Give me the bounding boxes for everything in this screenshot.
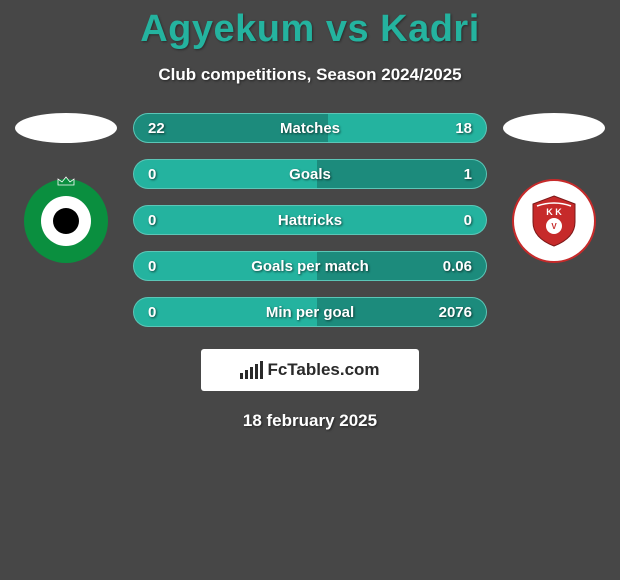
stat-left-value: 0 <box>148 304 156 321</box>
stat-row-matches: 22 Matches 18 <box>133 113 487 143</box>
stat-left-value: 22 <box>148 120 165 137</box>
player-left-avatar <box>15 113 117 143</box>
club-left-inner <box>41 196 91 246</box>
crown-icon <box>56 175 76 187</box>
brand-badge[interactable]: FcTables.com <box>201 349 419 391</box>
brand-text: FcTables.com <box>267 360 379 380</box>
stat-row-mpg: 0 Min per goal 2076 <box>133 297 487 327</box>
stat-left-value: 0 <box>148 258 156 275</box>
svg-text:K K: K K <box>546 207 562 217</box>
stat-label: Goals per match <box>251 258 369 275</box>
stat-right-value: 1 <box>464 166 472 183</box>
stat-label: Goals <box>289 166 331 183</box>
brand-bars-icon <box>240 361 263 379</box>
shield-icon: K K V <box>525 192 583 250</box>
club-left-core <box>53 208 79 234</box>
comparison-panel: 22 Matches 18 0 Goals 1 0 Hattricks 0 0 … <box>0 113 620 327</box>
date-label: 18 february 2025 <box>0 411 620 431</box>
stat-row-hattricks: 0 Hattricks 0 <box>133 205 487 235</box>
stat-left-value: 0 <box>148 212 156 229</box>
stat-row-goals: 0 Goals 1 <box>133 159 487 189</box>
stat-left-value: 0 <box>148 166 156 183</box>
stat-label: Hattricks <box>278 212 342 229</box>
stat-right-value: 2076 <box>439 304 472 321</box>
stat-right-value: 18 <box>455 120 472 137</box>
subtitle: Club competitions, Season 2024/2025 <box>0 65 620 85</box>
stat-label: Min per goal <box>266 304 354 321</box>
club-left-badge <box>24 179 108 263</box>
stat-right-value: 0 <box>464 212 472 229</box>
left-side <box>11 113 121 263</box>
stats-list: 22 Matches 18 0 Goals 1 0 Hattricks 0 0 … <box>133 113 487 327</box>
right-side: K K V <box>499 113 609 263</box>
svg-text:V: V <box>551 222 557 231</box>
stat-fill-right <box>317 160 486 188</box>
page-title: Agyekum vs Kadri <box>0 0 620 51</box>
player-right-avatar <box>503 113 605 143</box>
club-right-badge: K K V <box>512 179 596 263</box>
stat-right-value: 0.06 <box>443 258 472 275</box>
stat-row-gpm: 0 Goals per match 0.06 <box>133 251 487 281</box>
stat-label: Matches <box>280 120 340 137</box>
